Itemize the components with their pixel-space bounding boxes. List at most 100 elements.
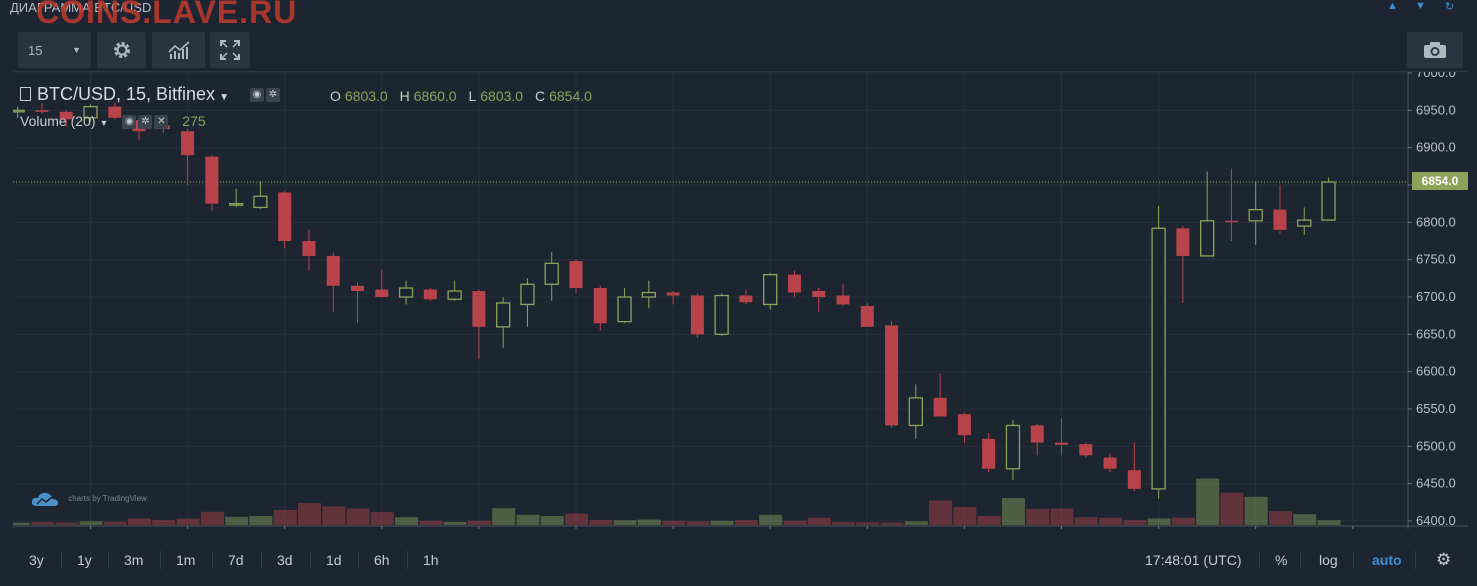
close-icon[interactable]: ✕	[154, 115, 169, 130]
candle-body	[641, 291, 656, 298]
snapshot-button[interactable]	[1407, 32, 1463, 68]
visibility-icon[interactable]: ◉	[122, 115, 137, 130]
volume-bar	[832, 522, 856, 525]
candle-body	[228, 203, 244, 206]
volume-bar	[492, 508, 516, 525]
move-up-icon[interactable]: ▲	[1387, 0, 1398, 12]
volume-bar	[249, 516, 273, 525]
indicators-button[interactable]	[152, 32, 205, 68]
volume-bar	[1026, 508, 1050, 525]
volume-bar	[443, 522, 467, 525]
log-toggle[interactable]: log	[1319, 552, 1338, 568]
candle-body	[739, 295, 753, 303]
tradingview-branding[interactable]: charts by TradingView	[30, 490, 147, 508]
move-down-icon[interactable]: ▼	[1415, 0, 1426, 12]
range-1h[interactable]: 1h	[423, 552, 439, 568]
candle-body	[375, 289, 389, 297]
candle-body	[1176, 228, 1190, 256]
candle-body	[544, 262, 559, 285]
open-label: O	[330, 88, 341, 104]
range-1y[interactable]: 1y	[77, 552, 92, 568]
volume-bar	[346, 508, 370, 525]
price-label: 6950.0	[1416, 102, 1456, 117]
divider	[212, 551, 213, 569]
candle-body	[690, 295, 704, 335]
settings-button[interactable]	[97, 32, 146, 68]
candle-body	[908, 397, 923, 427]
last-price-label: 6854.0	[1412, 172, 1468, 190]
branding-text[interactable]: charts by TradingView	[68, 494, 147, 504]
range-1d[interactable]: 1d	[326, 552, 342, 568]
gear-icon[interactable]: ✲	[265, 88, 280, 103]
price-label: 6800.0	[1416, 214, 1456, 229]
volume-bar	[79, 521, 103, 525]
volume-bar	[759, 514, 783, 525]
volume-bar	[176, 518, 200, 525]
candle-body	[885, 325, 899, 426]
volume-bar	[128, 518, 152, 525]
volume-study-name[interactable]: Volume (20)	[20, 113, 96, 129]
volume-bar	[540, 516, 564, 525]
volume-bar	[977, 516, 1001, 525]
indicators-icon	[167, 41, 190, 59]
volume-bar	[1196, 478, 1220, 525]
volume-bar	[734, 520, 758, 525]
candle-body	[496, 302, 511, 328]
visibility-icon[interactable]: ◉	[249, 88, 264, 103]
symbol-name[interactable]: BTC/USD, 15, Bitfinex	[37, 84, 216, 104]
chevron-down-icon: ▼	[72, 45, 81, 55]
range-6h[interactable]: 6h	[374, 552, 390, 568]
range-3d[interactable]: 3d	[277, 552, 293, 568]
refresh-icon[interactable]: ↻	[1445, 1, 1455, 13]
divider	[1259, 551, 1260, 569]
collapse-icon[interactable]	[20, 87, 31, 101]
price-label: 6550.0	[1416, 401, 1456, 416]
fullscreen-button[interactable]	[210, 32, 250, 68]
divider	[160, 551, 161, 569]
candle-body	[860, 305, 874, 327]
gear-icon[interactable]: ⚙	[1436, 550, 1452, 569]
interval-dropdown[interactable]: 15 ▼	[18, 32, 91, 68]
volume-bar	[783, 520, 807, 525]
symbol-legend[interactable]: BTC/USD, 15, Bitfinex ▼ ◉ ✲	[20, 84, 282, 105]
low-label: L	[468, 88, 477, 104]
range-1m[interactable]: 1m	[176, 552, 196, 568]
volume-bar	[686, 521, 710, 525]
candle-body	[1297, 219, 1312, 227]
auto-toggle[interactable]: auto	[1372, 552, 1402, 568]
divider	[1415, 551, 1416, 569]
window-title-bar: ДИАГРАММА BTC/USD ▲ ▼ ↻	[0, 0, 1477, 22]
candle-body	[108, 106, 122, 118]
candle-body	[812, 291, 826, 297]
range-3m[interactable]: 3m	[124, 552, 144, 568]
candle-body	[1005, 424, 1021, 470]
chart-area[interactable]: 7000.06950.06900.06850.06800.06750.06700…	[13, 71, 1468, 529]
volume-bar	[613, 520, 637, 525]
candle-body	[278, 192, 292, 241]
price-label: 6700.0	[1416, 289, 1456, 304]
volume-bar	[1099, 517, 1123, 525]
price-chart[interactable]: 7000.06950.06900.06850.06800.06750.06700…	[13, 72, 1468, 529]
candle-body	[957, 414, 971, 436]
volume-bar	[370, 512, 394, 525]
candle-body	[326, 255, 340, 286]
range-7d[interactable]: 7d	[228, 552, 244, 568]
volume-bar	[200, 511, 224, 525]
candle-body	[205, 156, 219, 204]
range-3y[interactable]: 3y	[29, 552, 44, 568]
divider	[261, 551, 262, 569]
volume-bar	[710, 520, 734, 525]
candle-body	[1055, 442, 1068, 445]
gear-icon[interactable]: ✲	[138, 115, 153, 130]
candle-body	[13, 109, 25, 113]
volume-value: 275	[182, 113, 206, 129]
percent-toggle[interactable]: %	[1275, 552, 1288, 568]
volume-bar	[273, 510, 297, 525]
high-label: H	[399, 88, 410, 104]
price-label: 6650.0	[1416, 326, 1456, 341]
chevron-down-icon[interactable]: ▼	[219, 92, 229, 103]
chevron-down-icon[interactable]: ▼	[99, 118, 109, 128]
volume-legend[interactable]: Volume (20) ▼ ◉ ✲ ✕ 275	[20, 113, 206, 130]
utc-clock[interactable]: 17:48:01 (UTC)	[1145, 552, 1242, 568]
volume-bar	[1317, 520, 1341, 525]
